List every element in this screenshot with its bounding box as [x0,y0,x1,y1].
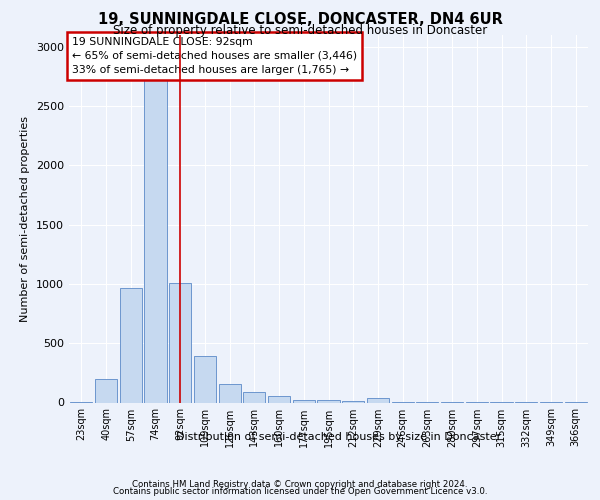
Bar [119,288,142,403]
Text: 19, SUNNINGDALE CLOSE, DONCASTER, DN4 6UR: 19, SUNNINGDALE CLOSE, DONCASTER, DN4 6U… [98,12,502,28]
Y-axis label: Number of semi-detached properties: Number of semi-detached properties [20,116,31,322]
Bar [243,392,265,402]
Bar [317,400,340,402]
Bar [218,384,241,402]
Bar [268,396,290,402]
Bar [169,283,191,403]
Bar [194,356,216,403]
Bar [145,70,167,402]
Text: Distribution of semi-detached houses by size in Doncaster: Distribution of semi-detached houses by … [176,432,502,442]
Text: 19 SUNNINGDALE CLOSE: 92sqm
← 65% of semi-detached houses are smaller (3,446)
33: 19 SUNNINGDALE CLOSE: 92sqm ← 65% of sem… [71,37,357,75]
Bar [95,380,117,402]
Bar [342,401,364,402]
Text: Contains public sector information licensed under the Open Government Licence v3: Contains public sector information licen… [113,487,487,496]
Bar [293,400,315,402]
Text: Contains HM Land Registry data © Crown copyright and database right 2024.: Contains HM Land Registry data © Crown c… [132,480,468,489]
Bar [367,398,389,402]
Text: Size of property relative to semi-detached houses in Doncaster: Size of property relative to semi-detach… [113,24,487,37]
